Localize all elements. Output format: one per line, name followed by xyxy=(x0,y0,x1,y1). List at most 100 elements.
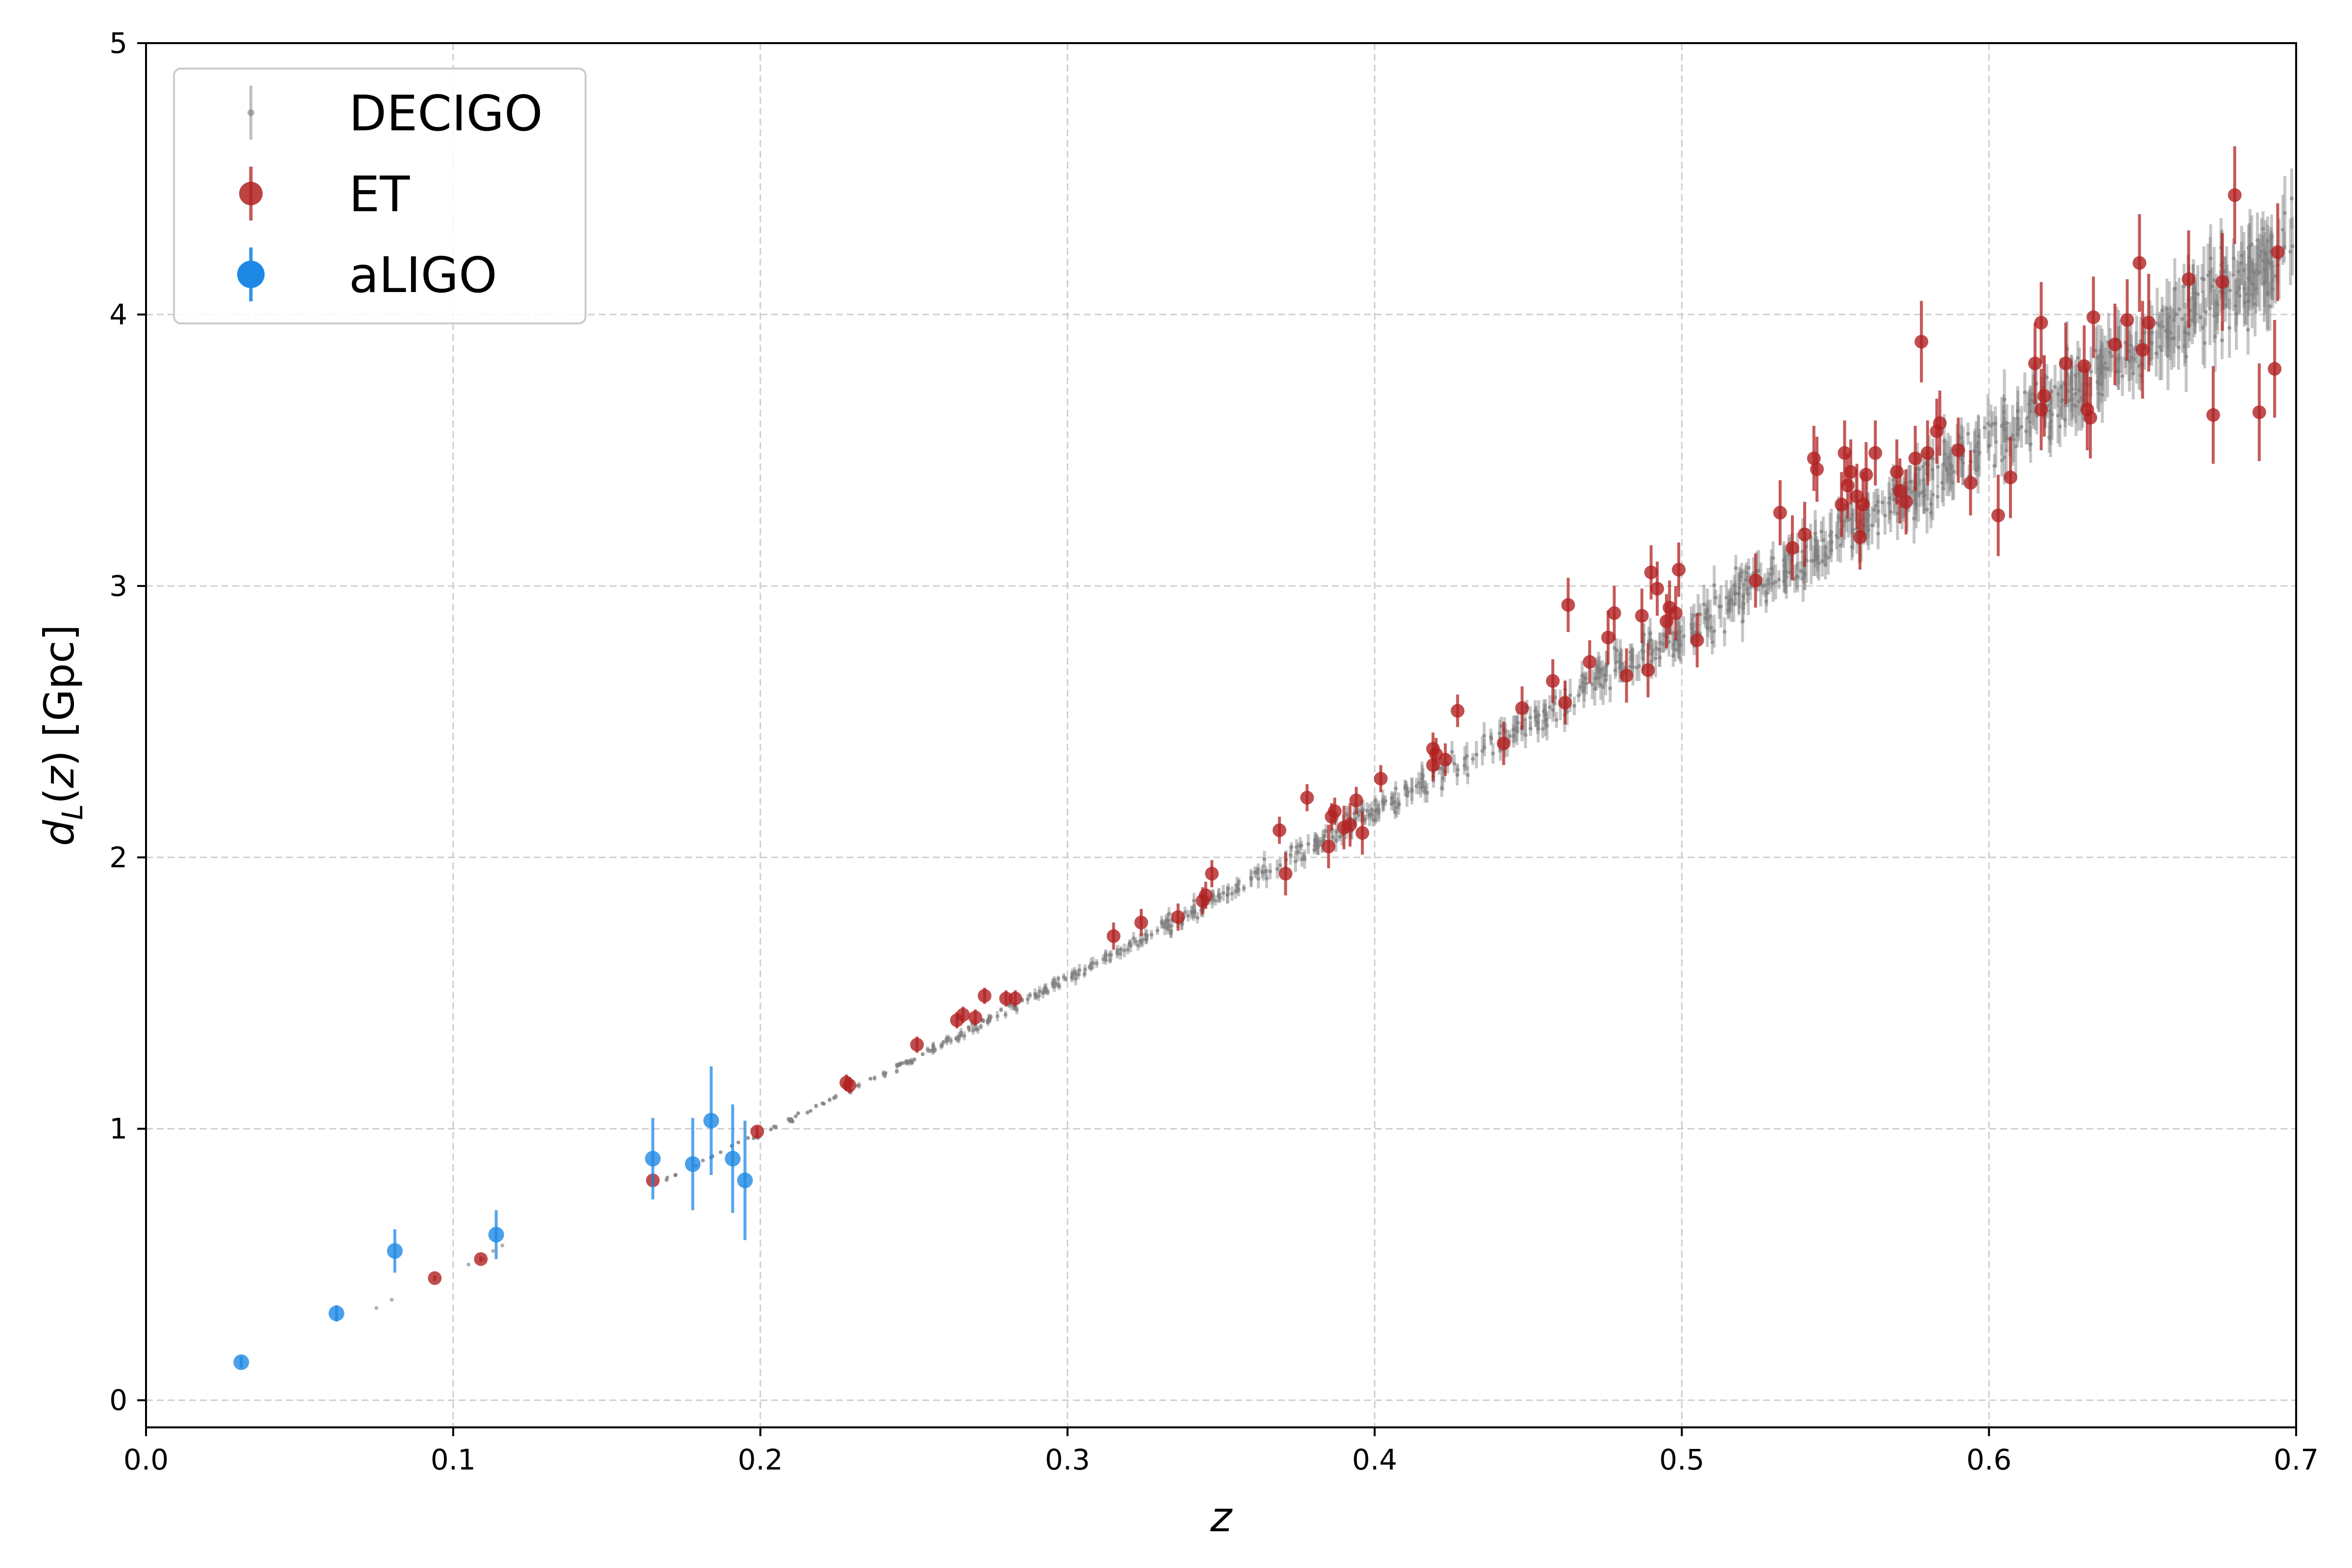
x-tick-label: 0.0 xyxy=(123,1443,169,1476)
decigo-point xyxy=(736,1140,740,1145)
decigo-point xyxy=(1930,459,1935,481)
decigo-point xyxy=(1602,665,1607,686)
decigo-point xyxy=(1108,957,1112,964)
decigo-point xyxy=(2013,417,2018,476)
decigo-point xyxy=(2129,334,2133,380)
decigo-point xyxy=(1941,470,1946,507)
decigo-point xyxy=(1876,518,1880,550)
decigo-point xyxy=(1508,730,1512,742)
decigo-point xyxy=(1678,616,1682,648)
decigo-point xyxy=(2164,306,2168,356)
decigo-point xyxy=(1288,845,1293,865)
decigo-point xyxy=(790,1119,795,1124)
decigo-point xyxy=(2027,389,2032,419)
aligo-series xyxy=(233,1066,753,1371)
decigo-point xyxy=(1706,600,1710,637)
decigo-point xyxy=(2002,369,2007,430)
decigo-point xyxy=(2160,296,2164,324)
aligo-point xyxy=(703,1066,719,1175)
decigo-point xyxy=(1167,907,1171,921)
decigo-point xyxy=(1375,804,1380,816)
decigo-point xyxy=(1168,918,1172,934)
decigo-point xyxy=(665,1176,669,1180)
decigo-point xyxy=(814,1103,818,1108)
decigo-point xyxy=(1942,441,1946,486)
decigo-point xyxy=(1166,913,1170,929)
decigo-point xyxy=(928,1048,932,1054)
decigo-point xyxy=(2234,260,2239,326)
decigo-point xyxy=(2077,372,2081,431)
decigo-point xyxy=(2257,233,2262,312)
decigo-point xyxy=(910,1060,914,1065)
et-point xyxy=(2252,363,2266,462)
decigo-point xyxy=(1973,428,1977,475)
decigo-point xyxy=(1741,593,1745,623)
decigo-point xyxy=(2268,282,2272,331)
decigo-point xyxy=(1600,660,1605,677)
decigo-point xyxy=(1186,909,1190,922)
decigo-point xyxy=(2234,278,2239,350)
decigo-point xyxy=(2201,290,2205,365)
decigo-point xyxy=(1734,555,1738,582)
decigo-point xyxy=(1299,852,1304,867)
decigo-point xyxy=(2098,325,2103,376)
decigo-point xyxy=(2265,259,2270,330)
decigo-point xyxy=(2212,247,2216,314)
decigo-point xyxy=(1410,778,1414,805)
x-tick-label: 0.1 xyxy=(431,1443,476,1476)
decigo-point xyxy=(1190,906,1194,918)
decigo-point xyxy=(895,1069,899,1074)
decigo-point xyxy=(2116,353,2121,390)
legend-label: ET xyxy=(349,166,410,223)
decigo-point xyxy=(959,1028,963,1037)
decigo-point xyxy=(1242,884,1246,892)
decigo-point xyxy=(1313,839,1317,852)
decigo-point xyxy=(1036,991,1041,1001)
decigo-point xyxy=(1275,859,1279,879)
legend-marker-dot xyxy=(247,109,254,116)
decigo-point xyxy=(979,1023,983,1029)
decigo-point xyxy=(2203,318,2207,368)
decigo-point xyxy=(673,1173,678,1177)
decigo-point xyxy=(1230,886,1234,901)
et-point xyxy=(428,1271,442,1285)
decigo-point xyxy=(2208,237,2212,306)
et-point xyxy=(750,1125,764,1139)
et-point xyxy=(1546,659,1560,703)
decigo-point xyxy=(1992,454,1997,478)
decigo-point xyxy=(987,1017,991,1023)
decigo-point xyxy=(1195,912,1200,924)
aligo-point xyxy=(488,1210,504,1259)
et-point xyxy=(2132,214,2147,312)
decigo-point xyxy=(2077,365,2082,416)
decigo-point xyxy=(1746,558,1751,577)
decigo-point xyxy=(995,1011,1000,1022)
decigo-point xyxy=(1122,943,1127,957)
decigo-point xyxy=(1295,839,1299,855)
decigo-point xyxy=(1912,493,1916,544)
decigo-point xyxy=(1089,964,1093,972)
decigo-point xyxy=(1213,896,1218,906)
decigo-point xyxy=(1376,804,1381,822)
decigo-point xyxy=(1922,477,1927,514)
decigo-point xyxy=(1766,568,1770,591)
decigo-point xyxy=(1256,863,1260,876)
decigo-point xyxy=(1534,706,1538,727)
decigo-point xyxy=(2212,289,2216,343)
decigo-point xyxy=(1880,490,1885,514)
decigo-point xyxy=(822,1102,826,1106)
decigo-point xyxy=(1335,820,1339,843)
decigo-point xyxy=(1578,678,1582,696)
decigo-point xyxy=(2019,406,2024,448)
decigo-point xyxy=(1738,566,1742,609)
decigo-point xyxy=(1028,992,1032,999)
decigo-point xyxy=(1883,496,1887,535)
decigo-point xyxy=(2253,271,2257,337)
decigo-point xyxy=(1829,533,1834,552)
decigo-point xyxy=(2045,364,2049,391)
et-point xyxy=(978,987,992,1004)
x-tick-label: 0.7 xyxy=(2274,1443,2319,1476)
decigo-point xyxy=(1095,959,1099,968)
decigo-point xyxy=(1708,599,1713,633)
